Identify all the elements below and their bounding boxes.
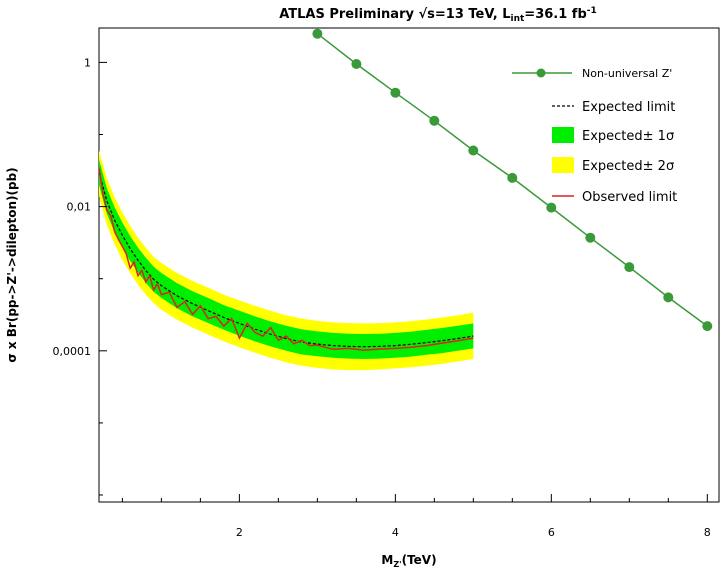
legend-label-non-universal: Non-universal Z'	[582, 67, 672, 80]
legend-swatch-1sigma	[552, 127, 574, 143]
x-tick-label: 8	[704, 526, 711, 539]
band-1sigma	[99, 159, 474, 359]
data-point	[624, 262, 635, 273]
y-axis-label: σ x Br(pp->Z'->dilepton)(pb)	[5, 167, 19, 362]
data-point	[546, 202, 557, 213]
x-tick-label: 2	[236, 526, 243, 539]
data-point	[507, 172, 518, 183]
data-series	[99, 28, 713, 351]
legend-marker-non-universal	[536, 68, 546, 78]
data-point	[390, 87, 401, 98]
legend-label-observed: Observed limit	[582, 190, 677, 205]
x-tick-label: 6	[548, 526, 555, 539]
data-point	[663, 292, 674, 303]
y-tick-label: 0,0001	[53, 345, 92, 358]
series-line-1	[99, 172, 474, 348]
legend-label-1sigma: Expected± 1σ	[582, 129, 674, 144]
plot-frame	[98, 27, 720, 503]
legend-swatch-2sigma	[552, 157, 574, 173]
data-point	[468, 145, 479, 156]
series-line-2	[99, 167, 474, 351]
y-tick-label: 1	[84, 56, 91, 69]
legend: Non-universal Z' Expected limit Expected…	[512, 67, 677, 205]
axes: 2 4 6 8 1 0,01 0,0001	[53, 56, 711, 539]
data-point	[429, 115, 440, 126]
legend-label-expected: Expected limit	[582, 100, 675, 115]
chart-title: ATLAS Preliminary √s=13 TeV, Lint=36.1 f…	[279, 6, 597, 24]
y-tick-label: 0,01	[67, 201, 92, 214]
data-point	[351, 59, 362, 69]
x-axis-label: MZ'(TeV)	[381, 553, 436, 569]
x-tick-label: 4	[392, 526, 399, 539]
data-point	[585, 232, 596, 243]
data-point	[312, 28, 323, 39]
legend-label-2sigma: Expected± 2σ	[582, 159, 674, 174]
data-point	[702, 321, 713, 332]
uncertainty-bands	[99, 150, 474, 371]
